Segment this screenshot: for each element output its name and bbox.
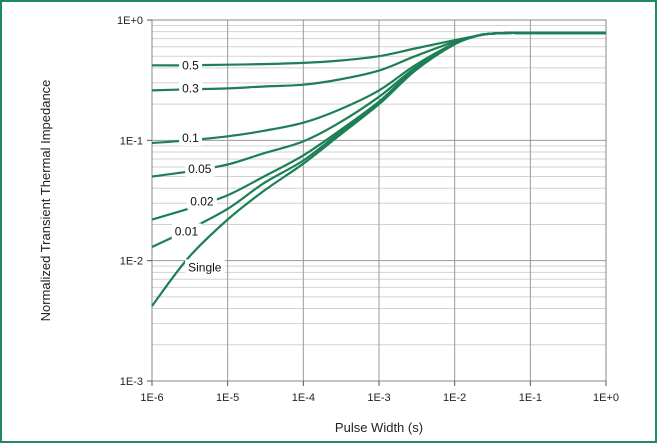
x-axis-title: Pulse Width (s) [335,420,423,435]
y-tick-label: 1E-1 [120,135,143,147]
series-label-0.02: 0.02 [190,195,214,209]
series-label-background [179,129,203,146]
y-tick-label: 1E-2 [120,256,143,268]
series-lines [151,31,606,307]
series-label-background [187,193,217,210]
x-axis-ticks: 1E-6 1E-5 1E-4 1E-3 1E-2 1E-1 1E+0 [140,381,619,404]
series-line-single [151,31,606,307]
x-tick-label: 1E-2 [443,392,466,404]
series-label-0.01: 0.01 [175,224,199,238]
series-label-background [185,160,215,177]
series-label-background [185,259,225,276]
x-tick-label: 1E-3 [367,392,390,404]
y-axis-ticks: 1E-3 1E-2 1E-1 1E+0 [117,15,152,388]
x-tick-label: 1E-6 [140,392,163,404]
series-label-background [179,57,203,74]
x-tick-label: 1E+0 [593,392,619,404]
series-label-background [179,80,203,97]
series-label-0.05: 0.05 [188,162,212,176]
series-label-single: Single [188,260,222,274]
y-tick-label: 1E-3 [120,376,143,388]
series-labels: 0.5 0.3 0.1 0.05 0.02 0.01 Single [171,57,225,276]
series-label-background [171,223,202,240]
x-tick-label: 1E-5 [216,392,239,404]
series-label-0.5: 0.5 [182,58,199,72]
series-label-0.3: 0.3 [182,81,199,95]
series-label-0.1: 0.1 [182,131,199,145]
y-tick-label: 1E+0 [117,15,143,27]
x-tick-label: 1E-1 [519,392,542,404]
x-tick-label: 1E-4 [292,392,315,404]
major-grid [151,19,607,382]
y-axis-title: Normalized Transient Thermal Impedance [38,80,53,322]
